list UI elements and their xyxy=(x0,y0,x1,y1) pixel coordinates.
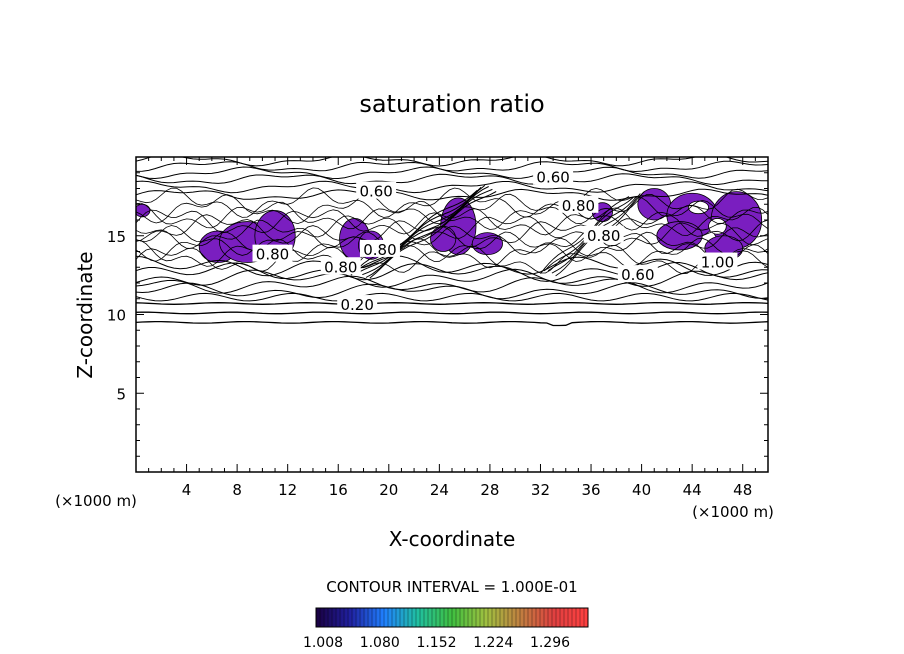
x-tick-label: 32 xyxy=(531,481,550,499)
contour-label-bg xyxy=(558,195,599,213)
supersaturated-region xyxy=(430,225,457,252)
contour-line xyxy=(136,173,768,186)
x-axis-title: X-coordinate xyxy=(389,527,516,551)
y-tick-label: 5 xyxy=(116,385,126,403)
contour-line xyxy=(136,214,768,242)
contour-label-bg xyxy=(617,265,658,283)
contour-label: 0.60 xyxy=(359,183,392,201)
x-tick-label: 12 xyxy=(278,481,297,499)
contour-label: 1.00 xyxy=(701,254,734,272)
contour-label-bg xyxy=(697,252,738,270)
contour-label-bg xyxy=(252,244,293,262)
contour-labels: 0.60 0.60 0.80 0.80 0.60 1.00 0.20 0.80 0.80 0.80 xyxy=(252,167,738,314)
x-unit-left: (×1000 m) xyxy=(55,492,137,510)
contour-line xyxy=(136,320,768,327)
colorbar: 1.008 1.080 1.152 1.224 1.296 xyxy=(303,607,589,651)
contour-line xyxy=(362,186,489,276)
y-tick-label: 10 xyxy=(107,307,126,325)
y-tick-labels: 5 10 15 xyxy=(107,228,126,404)
contour-label-bg xyxy=(359,239,400,257)
x-tick-label: 36 xyxy=(581,481,600,499)
contour-line xyxy=(136,193,768,225)
contour-line xyxy=(136,166,768,180)
contour-label: 0.60 xyxy=(536,168,569,186)
x-tick-label: 4 xyxy=(182,481,192,499)
x-tick-labels: 4 8 12 16 20 24 28 32 36 40 44 48 xyxy=(182,481,752,499)
colorbar-tick-label: 1.080 xyxy=(360,635,400,651)
x-tick-label: 28 xyxy=(480,481,499,499)
contour-line xyxy=(358,185,486,273)
contour-label: 0.80 xyxy=(256,246,289,264)
contour-lines xyxy=(136,157,768,327)
contour-interval-text: CONTOUR INTERVAL = 1.000E-01 xyxy=(326,578,577,596)
contour-label-bg xyxy=(337,295,378,313)
x-tick-label: 40 xyxy=(632,481,651,499)
contour-line xyxy=(136,188,768,201)
contour-line xyxy=(136,180,768,194)
contour-line xyxy=(136,255,768,277)
contour-label-bg xyxy=(320,257,361,275)
contour-line xyxy=(136,302,768,305)
contour-line xyxy=(136,231,768,262)
x-unit-right: (×1000 m) xyxy=(692,503,774,521)
colorbar-tick-label: 1.008 xyxy=(303,635,343,651)
contour-line xyxy=(136,292,768,302)
axis-ticks xyxy=(135,156,769,473)
colorbar-tick-label: 1.296 xyxy=(530,635,570,651)
region-hole xyxy=(708,218,727,235)
plot-area: 0.60 0.60 0.80 0.80 0.60 1.00 0.20 0.80 0.80 0.80 xyxy=(135,156,769,473)
contour-line xyxy=(354,186,482,273)
contour-label-bg xyxy=(583,225,624,243)
contour-line xyxy=(136,311,768,315)
contour-label: 0.80 xyxy=(562,197,595,215)
x-tick-label: 8 xyxy=(232,481,242,499)
contour-label: 0.20 xyxy=(340,296,373,314)
contour-line xyxy=(136,199,768,231)
contour-line xyxy=(136,225,768,256)
colorbar-tick-label: 1.152 xyxy=(416,635,456,651)
contour-line xyxy=(136,219,768,249)
contour-label: 0.80 xyxy=(363,241,396,259)
contour-line xyxy=(136,275,768,294)
contour-line xyxy=(136,157,768,167)
contour-line xyxy=(136,268,768,288)
contour-line xyxy=(136,282,768,300)
contour-line xyxy=(369,191,497,279)
colorbar-tick-labels: 1.008 1.080 1.152 1.224 1.296 xyxy=(303,635,570,651)
x-tick-label: 20 xyxy=(379,481,398,499)
contour-line xyxy=(136,187,768,218)
contour-line xyxy=(136,237,768,269)
y-axis-title: Z-coordinate xyxy=(73,251,97,378)
x-tick-label: 16 xyxy=(329,481,348,499)
contour-label-bg xyxy=(533,167,574,185)
x-tick-label: 48 xyxy=(733,481,752,499)
contour-line xyxy=(365,188,493,278)
chart-title: saturation ratio xyxy=(359,90,544,118)
colorbar-stripes xyxy=(319,608,585,627)
colorbar-tick-label: 1.224 xyxy=(473,635,513,651)
contour-label: 0.60 xyxy=(621,266,654,284)
contour-label: 0.80 xyxy=(324,258,357,276)
contour-label-bg xyxy=(356,181,397,199)
contour-line xyxy=(136,244,768,275)
x-tick-label: 24 xyxy=(430,481,449,499)
x-tick-label: 44 xyxy=(683,481,702,499)
y-tick-label: 15 xyxy=(107,228,126,246)
contour-label: 0.80 xyxy=(587,227,620,245)
